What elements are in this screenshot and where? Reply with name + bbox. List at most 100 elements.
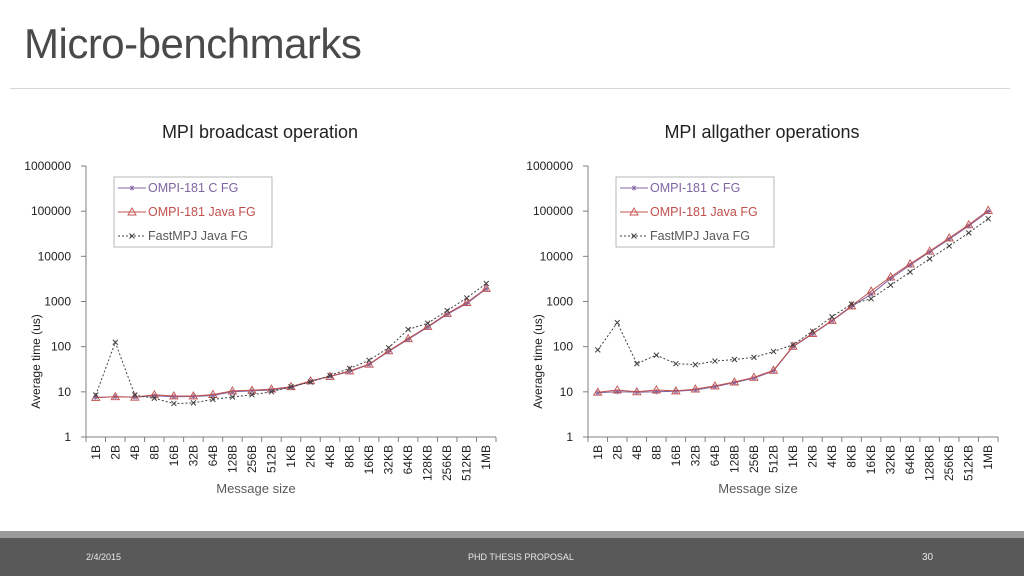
data-point-fast (346, 365, 353, 372)
data-point-c (731, 380, 737, 386)
data-point-fast (692, 361, 699, 368)
y-tick-label: 10000 (38, 249, 72, 263)
data-point-c (927, 249, 933, 255)
x-tick-label: 1MB (981, 445, 995, 470)
x-tick-label: 512KB (962, 445, 976, 481)
data-point-c (464, 301, 470, 307)
data-point-fast (483, 280, 490, 287)
x-tick-label: 128KB (923, 445, 937, 481)
x-tick-label: 2KB (304, 445, 318, 468)
data-point-c (425, 324, 431, 330)
x-tick-label: 64B (206, 445, 220, 466)
data-point-fast (92, 392, 99, 398)
data-point-fast (171, 400, 177, 407)
footer-center-text: PHD THESIS PROPOSAL (468, 552, 574, 562)
data-point-c (946, 236, 952, 242)
y-tick-label: 100000 (31, 204, 71, 218)
data-point-c (907, 262, 913, 268)
legend-label-c: OMPI-181 C FG (650, 181, 740, 195)
slide-footer: 2/4/2015 PHD THESIS PROPOSAL 30 (0, 538, 1024, 576)
data-point-fast (614, 319, 621, 326)
x-tick-label: 256B (245, 445, 259, 473)
data-point-java (188, 391, 199, 400)
data-point-java (924, 246, 935, 255)
data-point-java (827, 315, 837, 324)
x-tick-label: 2B (610, 445, 624, 460)
y-tick-label: 10 (58, 385, 72, 399)
x-tick-label: 32B (186, 445, 200, 466)
x-tick-label: 8B (147, 445, 161, 460)
footer-date: 2/4/2015 (86, 552, 122, 562)
x-tick-label: 32KB (382, 445, 396, 474)
data-point-fast (327, 372, 333, 379)
series-line-c (95, 288, 487, 398)
data-point-java (710, 381, 720, 390)
x-tick-label: 8KB (845, 445, 859, 468)
data-point-fast (848, 301, 855, 307)
data-point-fast (809, 328, 816, 335)
allgather-chart-svg: 1 10 100 1000 10000 100000 1000000 1B 2B 4B 8B 16B 3… (526, 159, 999, 496)
data-point-java (749, 372, 759, 381)
chart-title: MPI allgather operations (664, 122, 860, 142)
x-tick-label: 4B (630, 445, 644, 460)
data-point-fast (249, 391, 255, 398)
y-axis-title: Average time (us) (531, 314, 545, 408)
series-line-java (597, 209, 989, 393)
x-tick-label: 512B (766, 445, 780, 473)
x-tick-label: 16B (167, 445, 181, 466)
x-tick-label: 8B (649, 445, 663, 460)
data-point-c (171, 394, 177, 400)
x-tick-label: 128KB (421, 445, 435, 481)
x-tick-label: 64B (708, 445, 722, 466)
broadcast-chart-svg: 1 10 100 1000 10000 100000 1000000 1B 2B 4B 8B 16B 3… (24, 159, 497, 496)
data-point-c (249, 388, 255, 394)
y-tick-label: 10000 (540, 249, 574, 263)
data-point-java (690, 384, 701, 393)
data-point-c (692, 387, 698, 393)
data-point-fast (151, 395, 158, 402)
data-point-java (944, 233, 954, 242)
data-point-java (671, 385, 681, 395)
x-tick-label: 128B (225, 445, 239, 473)
data-point-c (93, 394, 99, 400)
x-tick-label: 512KB (460, 445, 474, 481)
y-tick-label: 10 (560, 385, 574, 399)
data-point-c (614, 389, 620, 395)
data-point-c (405, 336, 411, 342)
data-point-fast (829, 313, 835, 320)
data-point-java (247, 385, 257, 394)
data-point-c (268, 387, 274, 393)
data-point-fast (673, 360, 679, 367)
legend-marker-fast (129, 233, 135, 239)
data-point-c (151, 393, 157, 399)
data-point-java (110, 391, 121, 401)
y-tick-label: 1000 (44, 295, 71, 309)
data-point-c (595, 390, 601, 396)
slide-title: Micro-benchmarks (24, 20, 362, 67)
data-point-java (364, 359, 374, 368)
data-point-java (208, 389, 218, 399)
data-point-c (751, 375, 757, 381)
y-tick-label: 1000000 (526, 159, 573, 173)
legend-marker-java (127, 207, 137, 216)
x-tick-label: 256KB (942, 445, 956, 481)
data-point-fast (790, 341, 796, 348)
data-point-fast (594, 347, 601, 353)
data-point-java (963, 219, 974, 229)
x-tick-label: 256KB (440, 445, 454, 481)
data-point-java (481, 283, 492, 292)
data-point-java (403, 333, 413, 343)
data-point-fast (731, 356, 738, 363)
data-point-fast (946, 243, 953, 249)
x-tick-label: 512B (264, 445, 278, 473)
legend-label-c: OMPI-181 C FG (148, 181, 238, 195)
data-point-c (444, 311, 450, 317)
x-tick-label: 2B (108, 445, 122, 460)
data-point-fast (112, 339, 119, 346)
data-point-java (461, 297, 472, 306)
series-line-java (95, 287, 487, 398)
legend-label-fast: FastMPJ Java FG (650, 229, 750, 243)
data-point-c (770, 368, 776, 374)
y-tick-label: 100000 (533, 204, 573, 218)
x-tick-label: 64KB (903, 445, 917, 474)
